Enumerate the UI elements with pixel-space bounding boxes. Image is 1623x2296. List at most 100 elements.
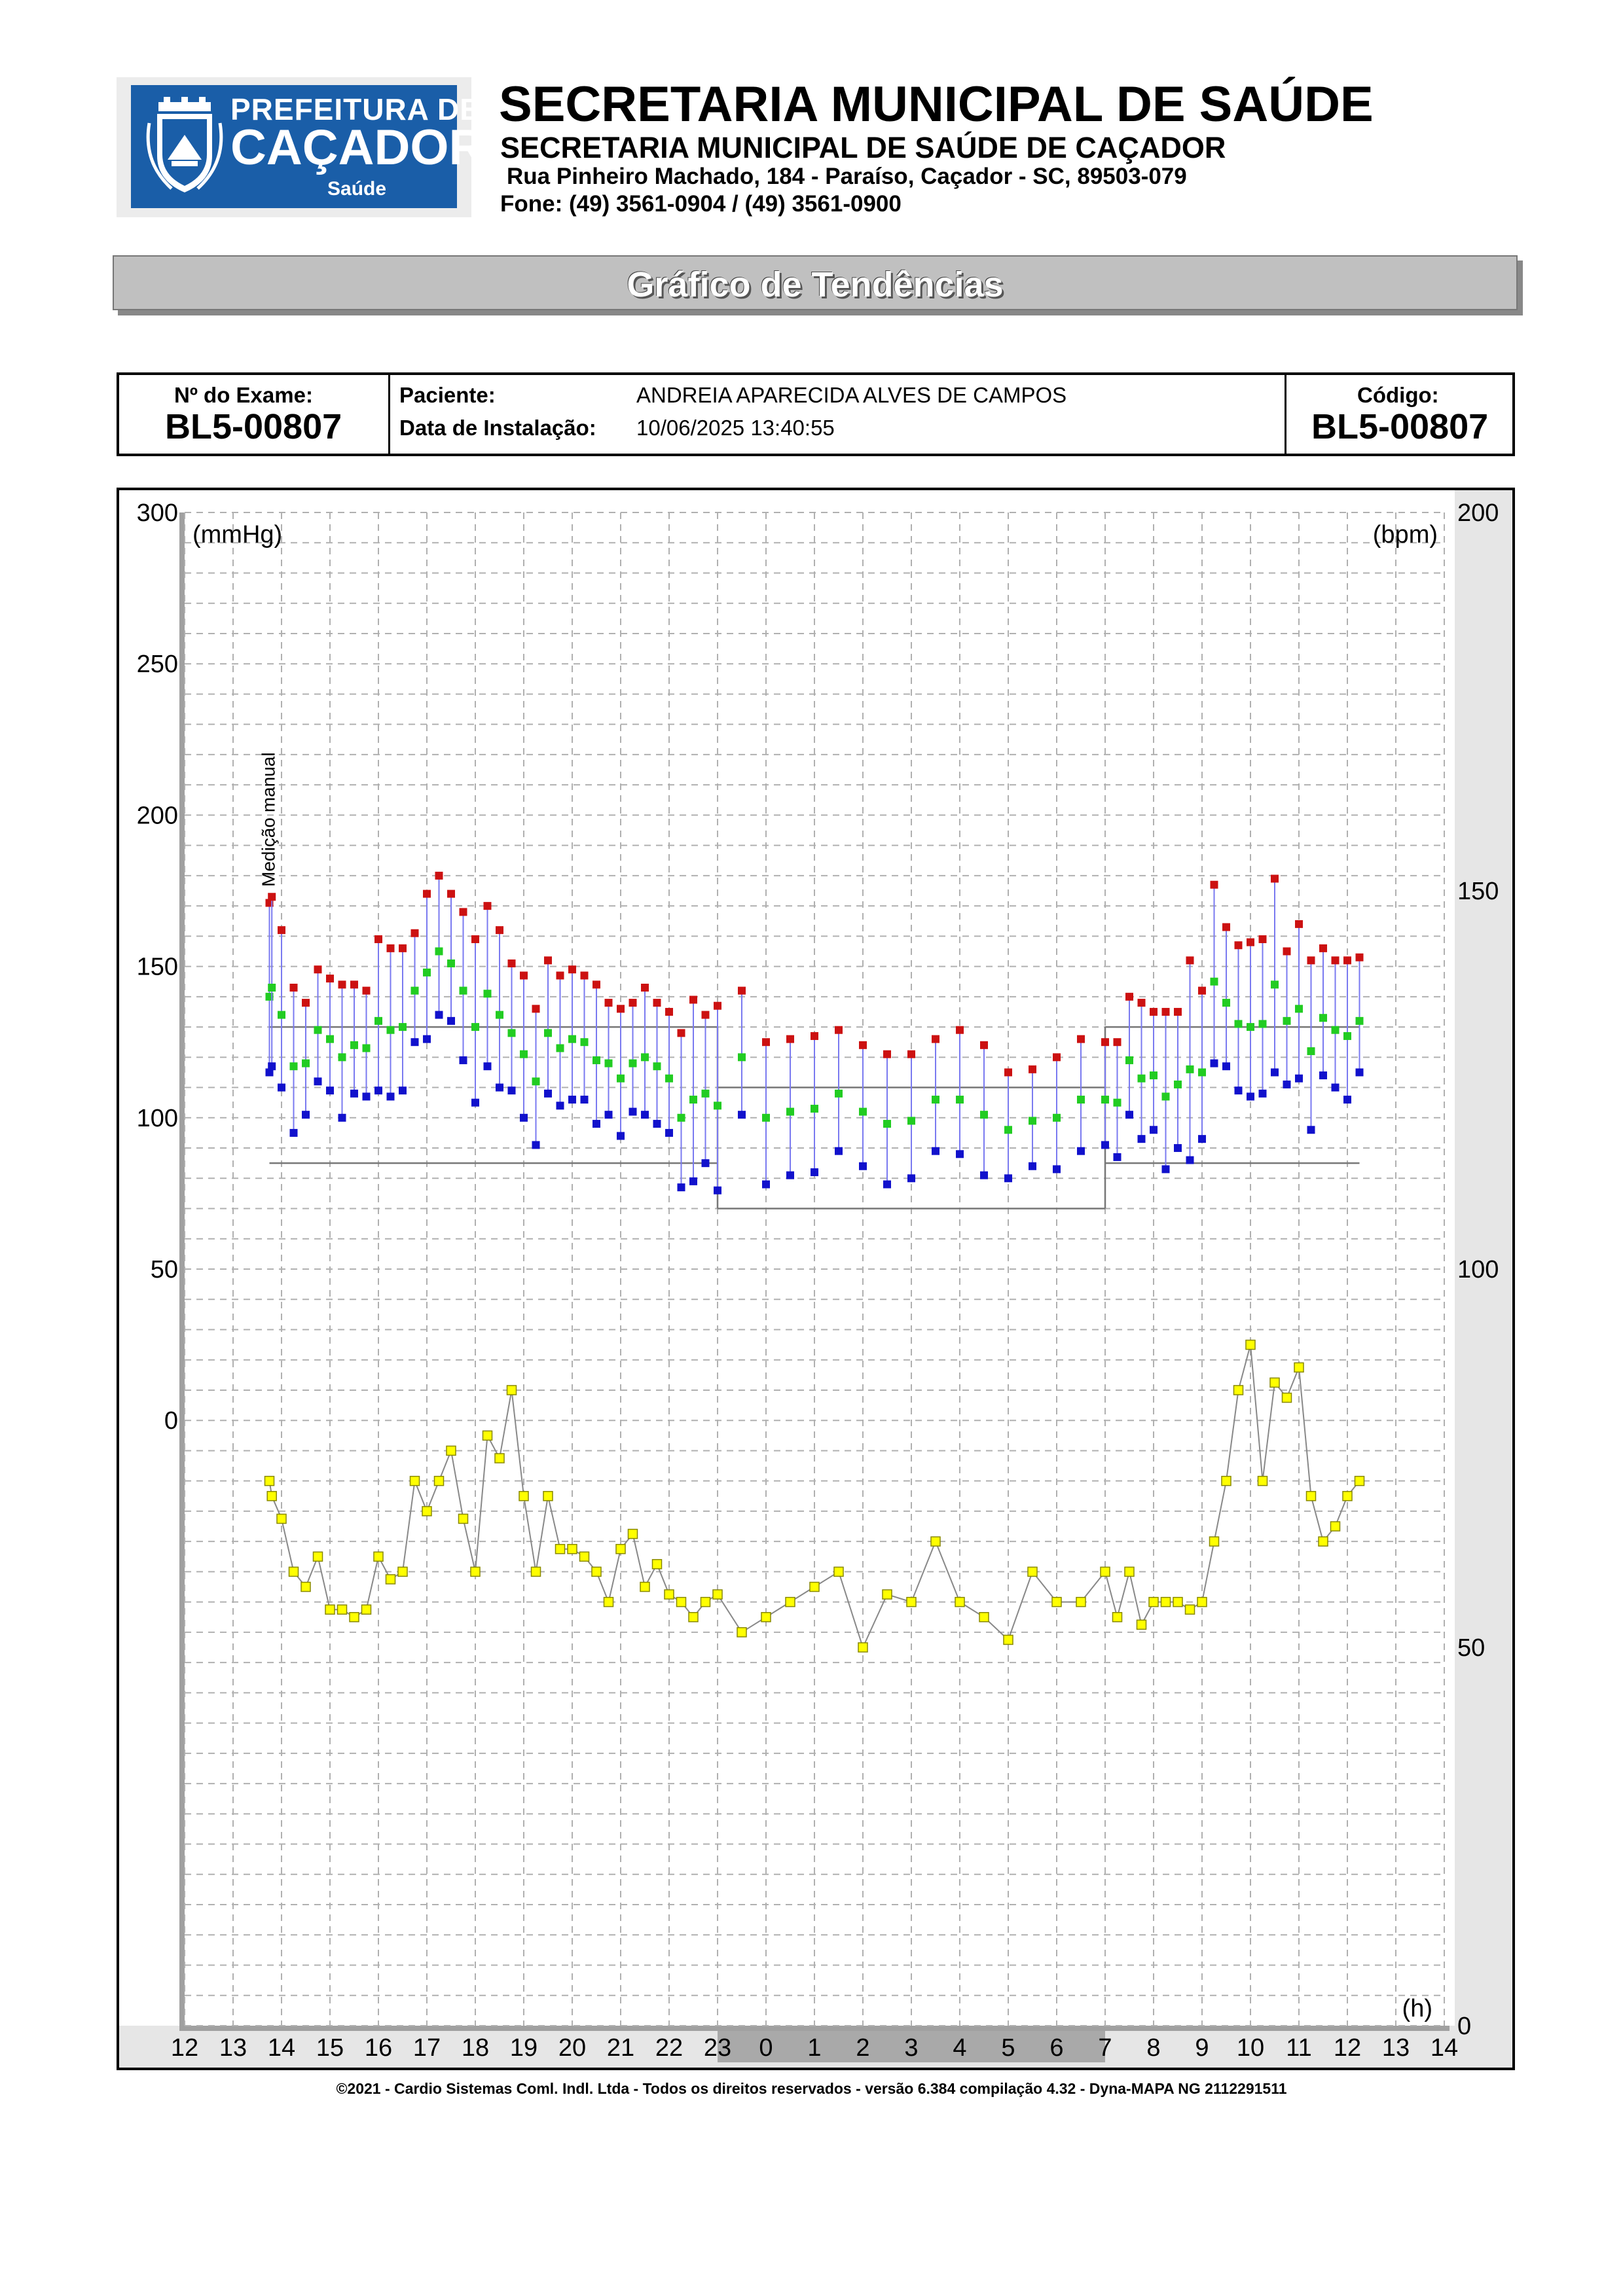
heart-rate-point <box>422 1506 432 1516</box>
systolic-point <box>289 983 298 992</box>
heart-rate-point <box>494 1453 505 1463</box>
mean-pressure-point <box>883 1120 891 1128</box>
heart-rate-point <box>264 1475 275 1486</box>
mean-pressure-point <box>1258 1020 1267 1028</box>
heart-rate-point <box>688 1612 699 1623</box>
mean-pressure-point <box>314 1026 322 1034</box>
page-title: SECRETARIA MUNICIPAL DE SAÚDE <box>499 77 1374 132</box>
heart-rate-point <box>1100 1566 1110 1577</box>
mean-pressure-point <box>786 1107 794 1116</box>
mean-pressure-point <box>268 983 276 992</box>
manual-measurement-annotation: Medição manual <box>259 752 279 886</box>
mean-pressure-point <box>1137 1074 1146 1083</box>
mean-pressure-point <box>1029 1117 1036 1125</box>
heart-rate-point <box>955 1596 965 1607</box>
mean-pressure-point <box>629 1059 637 1067</box>
systolic-point <box>980 1041 988 1049</box>
diastolic-point <box>932 1147 939 1155</box>
diastolic-point <box>507 1086 516 1095</box>
y-left-tick-label: 0 <box>164 1407 178 1435</box>
systolic-point <box>1174 1007 1182 1016</box>
heart-rate-point <box>809 1581 820 1592</box>
systolic-point <box>811 1031 818 1040</box>
x-tick-label: 0 <box>759 2034 773 2062</box>
x-tick-label: 4 <box>953 2034 966 2062</box>
diastolic-point <box>811 1168 818 1177</box>
heart-rate-point <box>1233 1385 1244 1395</box>
mean-pressure-point <box>653 1062 661 1071</box>
diastolic-point <box>677 1183 685 1192</box>
mean-pressure-point <box>507 1029 516 1037</box>
systolic-point <box>1343 956 1351 965</box>
y-right-tick-label: 50 <box>1457 1634 1485 1662</box>
y-right-tick-label: 150 <box>1457 878 1499 905</box>
systolic-point <box>786 1035 794 1043</box>
grid <box>184 512 1445 2026</box>
systolic-point <box>520 971 528 980</box>
heart-rate-point <box>1257 1475 1268 1486</box>
page-subtitle: SECRETARIA MUNICIPAL DE SAÚDE DE CAÇADOR <box>500 131 1226 164</box>
y-left-unit-label: (mmHg) <box>192 521 282 548</box>
x-tick-label: 19 <box>510 2034 538 2062</box>
systolic-point <box>1331 956 1340 965</box>
diastolic-point <box>1053 1165 1061 1174</box>
systolic-point <box>459 908 467 916</box>
heart-rate-point <box>1148 1596 1159 1607</box>
heart-rate-point <box>337 1604 348 1615</box>
systolic-point <box>677 1029 685 1037</box>
systolic-point <box>399 944 407 952</box>
heart-rate-point <box>979 1612 989 1623</box>
exam-number-cell: Nº do Exame: BL5-00807 <box>119 375 390 454</box>
diastolic-point <box>1113 1153 1122 1161</box>
diastolic-point <box>1234 1086 1243 1095</box>
diastolic-point <box>1247 1092 1254 1101</box>
diastolic-point <box>859 1162 867 1170</box>
systolic-point <box>544 956 552 965</box>
x-tick-label: 15 <box>316 2034 344 2062</box>
logo-badge: PREFEITURA DE CAÇADOR Saúde <box>131 85 484 208</box>
diastolic-point <box>483 1062 492 1071</box>
heart-rate-point <box>785 1596 795 1607</box>
mean-pressure-point <box>980 1111 988 1119</box>
systolic-point <box>665 1007 673 1016</box>
diastolic-point <box>471 1098 479 1107</box>
diastolic-point <box>496 1083 503 1092</box>
heart-rate-point <box>1124 1566 1135 1577</box>
mean-pressure-point <box>410 986 419 995</box>
mean-pressure-point <box>1283 1016 1291 1025</box>
systolic-point <box>1247 938 1254 946</box>
heart-rate-point <box>1221 1475 1231 1486</box>
systolic-point <box>435 871 443 880</box>
diastolic-point <box>1271 1068 1279 1077</box>
diastolic-point <box>593 1120 600 1128</box>
trend-chart: 300 250 200 150 100 50 0 200 150 100 50 0 12 13 14 15 16… <box>117 488 1515 2070</box>
mean-pressure-point <box>580 1038 589 1047</box>
mean-pressure-point <box>1113 1098 1122 1107</box>
systolic-point <box>1053 1053 1061 1062</box>
night-period-band <box>718 2031 1105 2062</box>
diastolic-point <box>956 1150 964 1158</box>
systolic-point <box>859 1041 867 1049</box>
x-tick-label: 9 <box>1195 2034 1209 2062</box>
x-tick-label: 10 <box>1237 2034 1264 2062</box>
heart-rate-point <box>640 1581 650 1592</box>
heart-rate-point <box>1027 1566 1038 1577</box>
systolic-point <box>1283 947 1291 956</box>
code-value: BL5-00807 <box>1311 407 1489 446</box>
mean-pressure-point <box>350 1041 358 1049</box>
systolic-point <box>1150 1007 1158 1016</box>
mean-pressure-point <box>1101 1096 1109 1104</box>
mean-pressure-point <box>1198 1068 1206 1077</box>
y-right-tick-label: 100 <box>1457 1256 1499 1283</box>
diastolic-point <box>544 1089 552 1098</box>
systolic-point <box>956 1026 964 1034</box>
mean-pressure-point <box>1271 980 1279 989</box>
mean-pressure-point <box>362 1044 371 1052</box>
systolic-point <box>374 935 382 943</box>
diastolic-point <box>1125 1111 1133 1119</box>
heart-rate-point <box>519 1491 529 1501</box>
diastolic-point <box>1343 1096 1351 1104</box>
mean-pressure-point <box>1295 1005 1303 1013</box>
diastolic-point <box>1283 1080 1291 1088</box>
mean-pressure-point <box>1186 1065 1194 1073</box>
